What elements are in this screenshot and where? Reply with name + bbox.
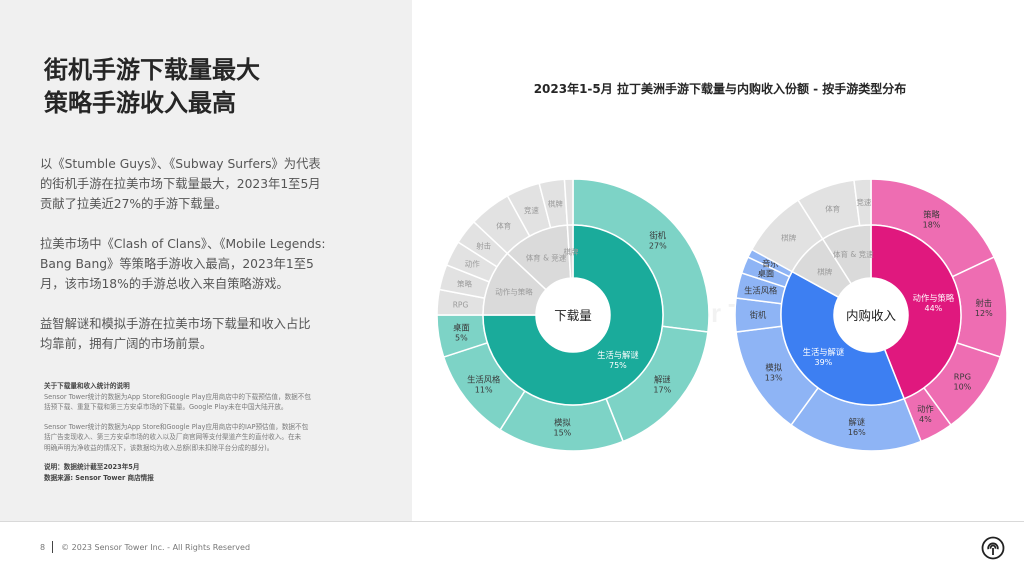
paragraph-strategy: 拉美市场中《Clash of Clans》、《Mobile Legends: B… — [40, 234, 360, 294]
chart1-center-label: 下载量 — [554, 308, 592, 323]
paragraph-line: 拉美市场中《Clash of Clans》、《Mobile Legends: — [40, 237, 326, 251]
headline-line-1: 街机手游下载量最大 — [44, 56, 260, 84]
chart2-center-label: 内购收入 — [846, 308, 897, 323]
methodology-note: 关于下载量和收入统计的说明 Sensor Tower统计的数据为App Stor… — [44, 381, 366, 483]
chart2-inner-label-棋牌: 棋牌 — [817, 267, 832, 277]
chart1-outer-label-策略: 策略 — [457, 279, 472, 289]
chart2-outer-label-解谜: 解谜 16% — [848, 417, 866, 437]
chart2-outer-label-音乐: 音乐 — [762, 259, 779, 269]
chart1-outer-label-竞速: 竞速 — [524, 205, 539, 215]
chart2-outer-label-桌面: 桌面 — [758, 268, 775, 278]
chart1-inner-label-体育 & 竞速: 体育 & 竞速 — [526, 253, 567, 263]
chart2-outer-label-射击: 射击 12% — [975, 298, 993, 318]
chart1-center-hole — [536, 278, 610, 352]
chart2-inner-label-生活与解谜: 生活与解谜 39% — [803, 347, 845, 367]
chart2-inner-segment-体育 & 竞速 — [821, 224, 872, 285]
chart2-outer-label-动作: 动作 4% — [917, 404, 934, 424]
chart1-inner-label-动作与策略: 动作与策略 — [495, 287, 533, 297]
chart2-inner-label-体育 & 竞速: 体育 & 竞速 — [833, 249, 874, 259]
chart1-outer-label-棋牌: 棋牌 — [548, 198, 563, 208]
footer-divider — [0, 521, 1024, 522]
note-line: 明确声明为净收益的情况下，该数据均为收入总额(即未扣除平台分成的部分)。 — [44, 443, 274, 452]
note-data-source: 数据来源: Sensor Tower 商店情报 — [44, 473, 154, 482]
sensor-tower-logo-icon — [981, 536, 1005, 560]
chart2-outer-label-RPG: RPG 10% — [954, 371, 972, 391]
paragraph-arcade: 以《Stumble Guys》、《Subway Surfers》为代表 的街机手… — [40, 154, 360, 214]
page-number: 8 — [40, 542, 46, 552]
note-stat-date: 说明：数据统计截至2023年5月 — [44, 463, 140, 471]
chart-title: 2023年1-5月 拉丁美洲手游下载量与内购收入份额 - 按手游类型分布 — [533, 82, 907, 96]
chart1-outer-label-街机: 街机 27% — [649, 230, 667, 250]
page-headline: 街机手游下载量最大 策略手游收入最高 — [44, 54, 260, 120]
chart2-outer-label-模拟: 模拟 13% — [765, 363, 783, 383]
chart2-inner-label-动作与策略: 动作与策略 44% — [913, 293, 955, 313]
chart2-outer-label-街机: 街机 — [750, 310, 767, 320]
chart2-outer-label-竞速: 竞速 — [856, 197, 871, 207]
chart1-outer-label-RPG: RPG — [453, 300, 469, 309]
footer: 8 © 2023 Sensor Tower Inc. - All Rights … — [40, 541, 250, 553]
chart1-outer-label-射击: 射击 — [476, 241, 491, 251]
note-line: Sensor Tower统计的数据为App Store和Google Play应… — [44, 392, 311, 401]
paragraph-line: 月，该市场18%的手游总收入来自策略游戏。 — [40, 277, 289, 291]
chart1-inner-label-生活与解谜: 生活与解谜 75% — [597, 350, 639, 370]
note-line: Sensor Tower统计的数据为App Store和Google Play应… — [44, 422, 309, 431]
chart1-outer-label-动作: 动作 — [465, 259, 480, 269]
copyright: © 2023 Sensor Tower Inc. - All Rights Re… — [61, 542, 251, 552]
chart1-outer-label-生活风格: 生活风格 11% — [467, 374, 501, 394]
note-download-paragraph: Sensor Tower统计的数据为App Store和Google Play应… — [44, 392, 366, 413]
paragraph-line: 益智解谜和模拟手游在拉美市场下载量和收入占比 — [40, 317, 311, 331]
chart2-outer-label-棋牌: 棋牌 — [781, 233, 796, 243]
note-title: 关于下载量和收入统计的说明 — [44, 382, 130, 390]
chart2-center-hole — [834, 278, 908, 352]
chart1-outer-label-解谜: 解谜 17% — [653, 374, 671, 394]
paragraph-line: 以《Stumble Guys》、《Subway Surfers》为代表 — [40, 157, 321, 171]
chart1-outer-label-桌面: 桌面 5% — [453, 323, 470, 343]
footer-separator — [52, 541, 54, 553]
chart2-outer-label-体育: 体育 — [825, 204, 840, 214]
note-line: 括广告变现收入、第三方安卓市场的收入以及厂商官网等支付渠道产生的直付收入。在未 — [44, 433, 302, 441]
paragraph-puzzle: 益智解谜和模拟手游在拉美市场下载量和收入占比 均靠前，拥有广阔的市场前景。 — [40, 314, 360, 354]
chart2-outer-label-生活风格: 生活风格 — [744, 285, 778, 295]
chart1-outer-label-体育: 体育 — [496, 221, 511, 231]
chart1-inner-label-棋牌: 棋牌 — [564, 247, 579, 257]
note-revenue-paragraph: Sensor Tower统计的数据为App Store和Google Play应… — [44, 422, 366, 454]
paragraph-line: 贡献了拉美近27%的手游下载量。 — [40, 197, 228, 211]
paragraph-line: 的街机手游在拉美市场下载量最大，2023年1至5月 — [40, 177, 321, 191]
paragraph-line: 均靠前，拥有广阔的市场前景。 — [40, 337, 213, 351]
headline-line-2: 策略手游收入最高 — [44, 89, 236, 117]
paragraph-line: Bang Bang》等策略手游收入最高，2023年1至5 — [40, 257, 314, 271]
left-panel — [0, 0, 412, 521]
chart1-outer-label-模拟: 模拟 15% — [554, 418, 572, 438]
chart2-outer-label-策略: 策略 18% — [923, 210, 941, 230]
note-line: 括预下载、重复下载和第三方安卓市场的下载量。Google Play未在中国大陆开… — [44, 403, 288, 411]
